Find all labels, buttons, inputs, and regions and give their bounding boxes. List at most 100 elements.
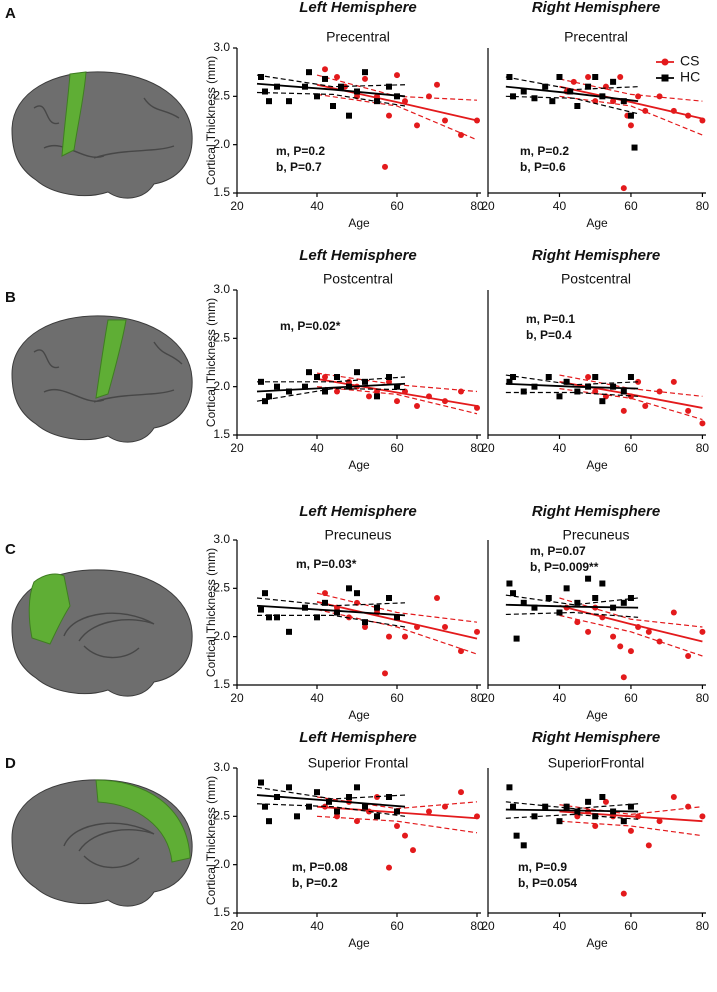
hc-point	[520, 599, 527, 606]
hc-point	[306, 369, 312, 376]
hc-point	[258, 378, 264, 385]
hc-point	[556, 818, 563, 825]
cs-point	[620, 407, 627, 414]
hc-point	[610, 604, 617, 611]
annotation: m, P=0.08	[292, 860, 348, 874]
fit-line	[505, 603, 639, 609]
hemisphere-title: Right Hemisphere	[532, 503, 660, 520]
ci-lower	[316, 815, 478, 834]
hc-point	[386, 374, 392, 380]
hc-point	[531, 813, 538, 820]
hc-point	[262, 88, 268, 95]
legend-marker	[661, 58, 669, 66]
annotation: b, P=0.6	[520, 160, 566, 174]
hc-point	[262, 803, 268, 810]
hc-point	[531, 383, 538, 390]
hc-point	[627, 112, 634, 119]
cs-point	[414, 624, 420, 630]
cs-point	[382, 670, 388, 677]
cs-point	[442, 398, 448, 405]
hc-point	[599, 93, 606, 100]
hemisphere-title: Left Hemisphere	[299, 0, 417, 16]
ci-lower	[316, 93, 478, 141]
fit-line	[559, 604, 703, 643]
cs-point	[426, 93, 432, 100]
hc-point	[513, 635, 520, 642]
hc-point	[266, 818, 272, 825]
fit-line	[256, 382, 406, 393]
hc-point	[394, 614, 400, 621]
fit-line	[505, 85, 639, 103]
region-title: Postcentral	[561, 271, 631, 287]
cs-point	[458, 789, 464, 796]
cs-point	[410, 847, 416, 854]
hc-point	[386, 595, 392, 601]
x-tick-label: 40	[310, 199, 324, 213]
hc-point	[556, 609, 563, 616]
ci-upper	[505, 801, 639, 810]
hc-point	[306, 69, 312, 76]
x-tick-label: 20	[481, 441, 495, 455]
cs-point	[442, 803, 448, 810]
ci-upper	[505, 374, 639, 386]
cs-point	[645, 842, 652, 849]
hc-point	[386, 83, 392, 90]
hc-point	[585, 383, 592, 390]
hc-point	[338, 83, 344, 90]
hc-point	[510, 590, 517, 597]
ci-lower	[559, 614, 703, 657]
cs-point	[699, 117, 706, 124]
cs-point	[585, 74, 592, 80]
highlighted-region	[61, 71, 87, 157]
cs-point	[366, 393, 372, 400]
x-tick-label: 40	[310, 919, 324, 933]
region-title: Postcentral	[323, 271, 393, 287]
annotation: m, P=0.1	[526, 312, 575, 326]
highlighted-region	[28, 573, 71, 645]
y-tick-label: 1.5	[213, 427, 230, 441]
cs-point	[685, 407, 692, 414]
hc-point	[294, 813, 300, 820]
hc-point	[374, 98, 380, 105]
cs-point	[685, 653, 692, 659]
legend-marker	[661, 74, 669, 82]
y-tick-label: 2.0	[213, 857, 230, 871]
fit-line	[559, 810, 703, 823]
hc-point	[592, 813, 599, 820]
x-tick-label: 20	[230, 919, 244, 933]
x-tick-label: 60	[390, 199, 404, 213]
fit-line	[505, 808, 639, 813]
ci-lower	[559, 95, 703, 136]
ci-upper	[505, 594, 639, 606]
hc-point	[563, 378, 570, 385]
hc-point	[322, 75, 328, 82]
hemisphere-title: Right Hemisphere	[532, 0, 660, 16]
hc-point	[574, 388, 581, 395]
cs-point	[322, 374, 328, 380]
hc-point	[258, 606, 264, 613]
panel-label: D	[5, 755, 16, 772]
cs-point	[592, 388, 599, 395]
region-title: Precentral	[564, 29, 628, 45]
cs-point	[394, 823, 400, 829]
y-tick-label: 1.5	[213, 185, 230, 199]
highlighted-region	[95, 319, 127, 399]
x-tick-label: 40	[553, 441, 567, 455]
hc-point	[567, 88, 574, 95]
y-tick-label: 2.5	[213, 581, 230, 595]
x-tick-label: 40	[310, 441, 324, 455]
hc-point	[274, 614, 280, 621]
hc-point	[374, 813, 380, 820]
hc-point	[506, 784, 513, 791]
cs-point	[474, 117, 480, 124]
hc-point	[592, 595, 599, 601]
hc-point	[520, 88, 527, 95]
hc-point	[322, 388, 328, 395]
cs-point	[334, 388, 340, 395]
hc-point	[362, 803, 368, 810]
x-tick-label: 20	[481, 919, 495, 933]
hc-point	[556, 393, 563, 400]
y-tick-label: 2.5	[213, 89, 230, 103]
cs-point	[610, 633, 617, 640]
